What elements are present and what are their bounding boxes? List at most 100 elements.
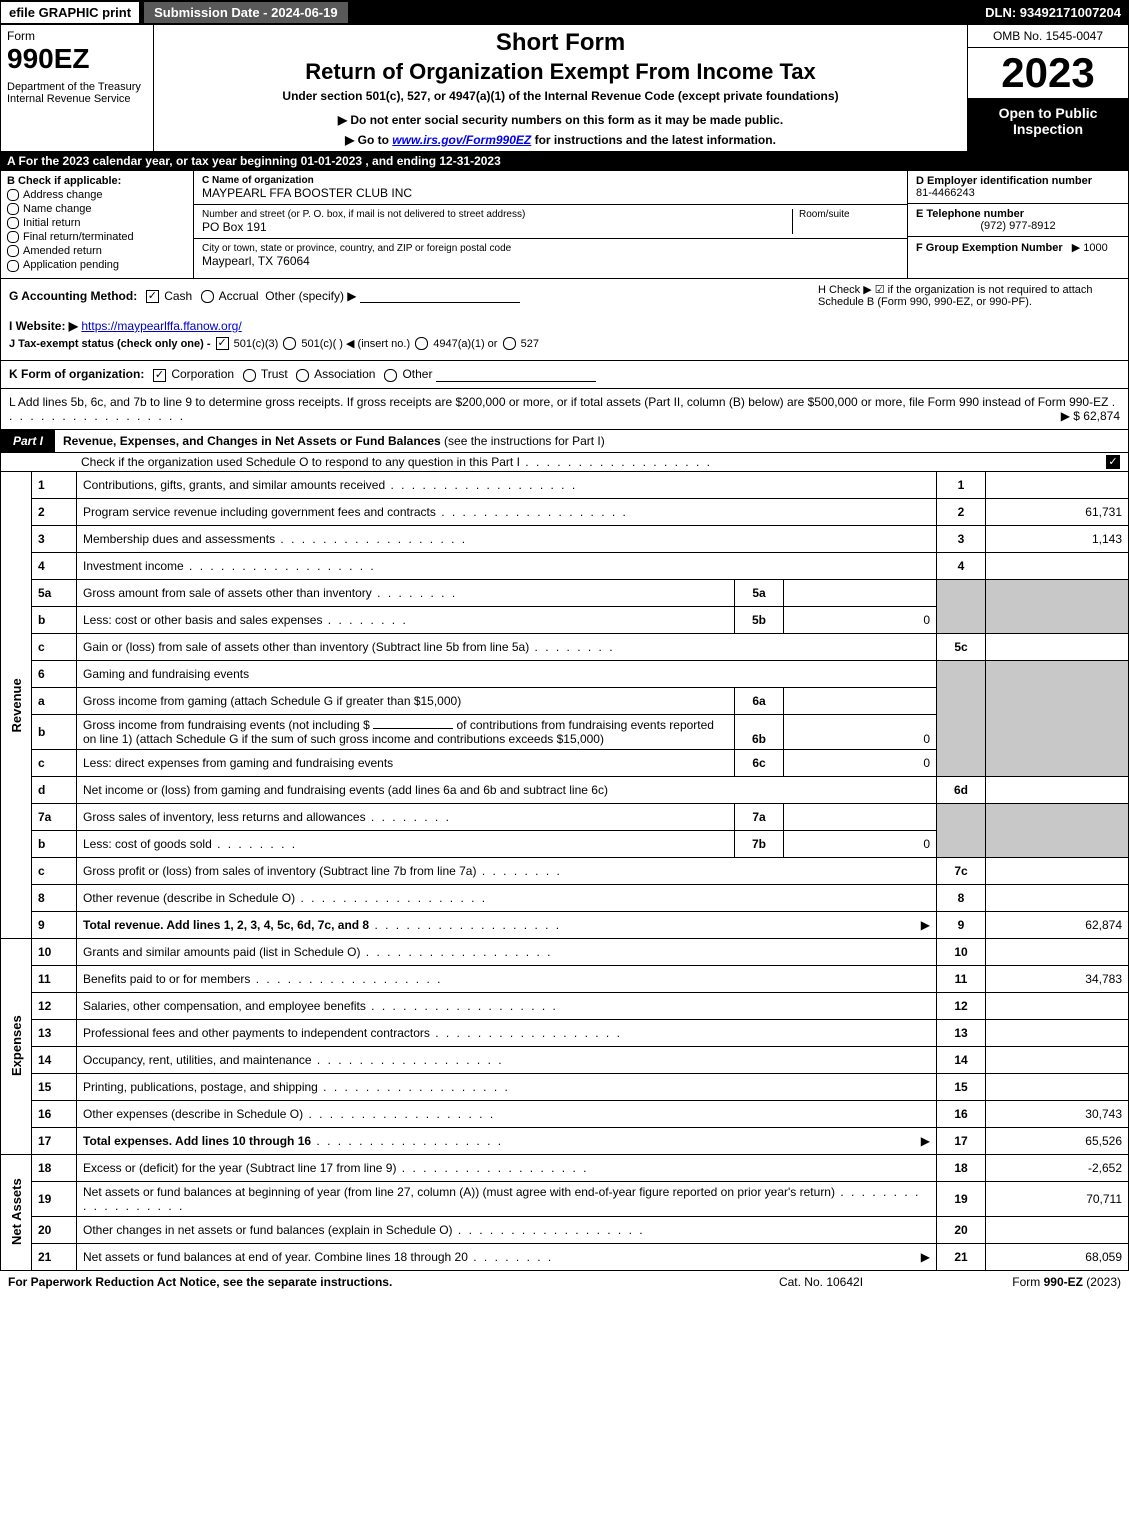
chk-initial-return[interactable]: Initial return (7, 217, 187, 229)
row-4: 4 Investment income 4 (1, 552, 1129, 579)
row-5a: 5a Gross amount from sale of assets othe… (1, 579, 1129, 606)
line-l-block: L Add lines 5b, 6c, and 7b to line 9 to … (0, 389, 1129, 430)
chk-name-change[interactable]: Name change (7, 203, 187, 215)
open-to-public: Open to Public Inspection (968, 99, 1128, 151)
header-left: Form 990EZ Department of the Treasury In… (1, 25, 154, 151)
tax-year: 2023 (968, 48, 1128, 99)
short-form-title: Short Form (162, 29, 959, 57)
row-2: 2 Program service revenue including gove… (1, 498, 1129, 525)
part1-header: Part I Revenue, Expenses, and Changes in… (0, 430, 1129, 453)
group-label: F Group Exemption Number (916, 242, 1063, 254)
row-11: 11 Benefits paid to or for members 11 34… (1, 965, 1129, 992)
section-d: D Employer identification number 81-4466… (907, 171, 1128, 278)
netassets-side-label: Net Assets (1, 1154, 32, 1270)
chk-4947[interactable] (415, 337, 428, 350)
line-i: I Website: ▶ https://maypearlffa.ffanow.… (9, 319, 1120, 333)
part1-title: Revenue, Expenses, and Changes in Net As… (55, 430, 1128, 452)
row-6: 6 Gaming and fundraising events (1, 660, 1129, 687)
chk-527[interactable] (503, 337, 516, 350)
header-right: OMB No. 1545-0047 2023 Open to Public In… (967, 25, 1128, 151)
goto-line: ▶ Go to www.irs.gov/Form990EZ for instru… (162, 133, 959, 147)
section-b-title: B Check if applicable: (7, 175, 187, 187)
chk-accrual[interactable] (201, 290, 214, 303)
top-bar: efile GRAPHIC print Submission Date - 20… (0, 0, 1129, 24)
form-word: Form (7, 29, 147, 43)
ssn-warning: ▶ Do not enter social security numbers o… (162, 113, 959, 127)
chk-cash[interactable] (146, 290, 159, 303)
section-bcd: B Check if applicable: Address change Na… (0, 171, 1129, 279)
row-10: Expenses 10 Grants and similar amounts p… (1, 938, 1129, 965)
room-label: Room/suite (799, 209, 899, 220)
page-footer: For Paperwork Reduction Act Notice, see … (0, 1271, 1129, 1293)
row-21: 21 Net assets or fund balances at end of… (1, 1243, 1129, 1270)
irs-link[interactable]: www.irs.gov/Form990EZ (392, 133, 531, 147)
row-5c: c Gain or (loss) from sale of assets oth… (1, 633, 1129, 660)
org-name-label: C Name of organization (202, 175, 899, 186)
row-19: 19 Net assets or fund balances at beginn… (1, 1181, 1129, 1216)
row-14: 14 Occupancy, rent, utilities, and maint… (1, 1046, 1129, 1073)
row-17: 17 Total expenses. Add lines 10 through … (1, 1127, 1129, 1154)
line-h: H Check ▶ ☑ if the organization is not r… (814, 279, 1122, 312)
dln: DLN: 93492171007204 (985, 5, 1129, 20)
chk-amended-return[interactable]: Amended return (7, 245, 187, 257)
revenue-side-label: Revenue (1, 472, 32, 939)
cat-no: Cat. No. 10642I (721, 1275, 921, 1289)
submission-date: Submission Date - 2024-06-19 (144, 2, 348, 23)
ein-label: D Employer identification number (916, 175, 1120, 187)
part1-tag: Part I (1, 430, 55, 452)
efile-print-button[interactable]: efile GRAPHIC print (0, 1, 140, 24)
row-15: 15 Printing, publications, postage, and … (1, 1073, 1129, 1100)
header-center: Short Form Return of Organization Exempt… (154, 25, 967, 151)
group-val: ▶ 1000 (1072, 242, 1108, 254)
row-13: 13 Professional fees and other payments … (1, 1019, 1129, 1046)
gross-receipts: ▶ $ 62,874 (1061, 409, 1120, 423)
chk-corporation[interactable] (153, 369, 166, 382)
mid-block: G Accounting Method: Cash Accrual Other … (0, 279, 1129, 362)
line-j: J Tax-exempt status (check only one) - 5… (9, 337, 1120, 351)
paperwork-notice: For Paperwork Reduction Act Notice, see … (8, 1275, 721, 1289)
dept-treasury: Department of the Treasury Internal Reve… (7, 81, 147, 105)
row-16: 16 Other expenses (describe in Schedule … (1, 1100, 1129, 1127)
goto-pre: ▶ Go to (345, 133, 392, 147)
row-20: 20 Other changes in net assets or fund b… (1, 1216, 1129, 1243)
form-number: 990EZ (7, 43, 147, 75)
chk-501c[interactable] (283, 337, 296, 350)
row-7c: c Gross profit or (loss) from sales of i… (1, 857, 1129, 884)
phone-label: E Telephone number (916, 208, 1120, 220)
goto-post: for instructions and the latest informat… (531, 133, 776, 147)
chk-application-pending[interactable]: Application pending (7, 259, 187, 271)
website-link[interactable]: https://maypearlffa.ffanow.org/ (81, 319, 241, 333)
org-name: MAYPEARL FFA BOOSTER CLUB INC (202, 186, 899, 200)
expenses-side-label: Expenses (1, 938, 32, 1154)
row-9: 9 Total revenue. Add lines 1, 2, 3, 4, 5… (1, 911, 1129, 938)
row-8: 8 Other revenue (describe in Schedule O)… (1, 884, 1129, 911)
line-k-block: K Form of organization: Corporation Trus… (0, 361, 1129, 388)
part1-table: Revenue 1 Contributions, gifts, grants, … (0, 472, 1129, 1271)
form-ref: Form 990-EZ (2023) (921, 1275, 1121, 1289)
row-a-tax-year: A For the 2023 calendar year, or tax yea… (0, 152, 1129, 171)
chk-address-change[interactable]: Address change (7, 189, 187, 201)
chk-association[interactable] (296, 369, 309, 382)
row-6d: d Net income or (loss) from gaming and f… (1, 776, 1129, 803)
chk-other-org[interactable] (384, 369, 397, 382)
city-val: Maypearl, TX 76064 (202, 254, 899, 268)
row-18: Net Assets 18 Excess or (deficit) for th… (1, 1154, 1129, 1181)
section-c: C Name of organization MAYPEARL FFA BOOS… (194, 171, 907, 278)
chk-trust[interactable] (243, 369, 256, 382)
row-1: Revenue 1 Contributions, gifts, grants, … (1, 472, 1129, 499)
chk-final-return[interactable]: Final return/terminated (7, 231, 187, 243)
section-b: B Check if applicable: Address change Na… (1, 171, 194, 278)
city-label: City or town, state or province, country… (202, 243, 899, 254)
chk-501c3[interactable] (216, 337, 229, 350)
row-3: 3 Membership dues and assessments 3 1,14… (1, 525, 1129, 552)
return-title: Return of Organization Exempt From Incom… (162, 59, 959, 85)
omb-number: OMB No. 1545-0047 (968, 25, 1128, 48)
row-12: 12 Salaries, other compensation, and emp… (1, 992, 1129, 1019)
street-val: PO Box 191 (202, 220, 792, 234)
part1-sub: Check if the organization used Schedule … (0, 453, 1129, 472)
phone-val: (972) 977-8912 (916, 220, 1120, 232)
street-label: Number and street (or P. O. box, if mail… (202, 209, 792, 220)
ein-val: 81-4466243 (916, 187, 1120, 199)
chk-schedule-o[interactable]: ✓ (1106, 455, 1120, 469)
row-7a: 7a Gross sales of inventory, less return… (1, 803, 1129, 830)
